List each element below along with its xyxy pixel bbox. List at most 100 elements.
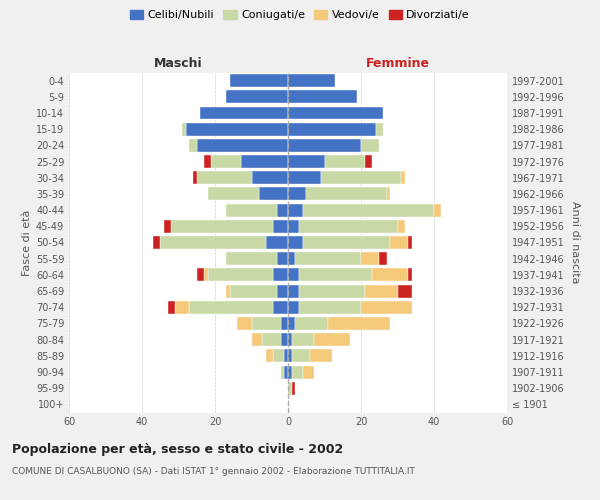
Bar [302, 366, 314, 378]
Bar [226, 284, 230, 298]
Bar [325, 155, 365, 168]
Bar [281, 333, 288, 346]
Bar [288, 350, 292, 362]
Bar [409, 268, 412, 281]
Bar [251, 333, 262, 346]
Bar [295, 317, 328, 330]
Bar [401, 172, 405, 184]
Bar [197, 172, 251, 184]
Text: COMUNE DI CASALBUONO (SA) - Dati ISTAT 1° gennaio 2002 - Elaborazione TUTTITALIA: COMUNE DI CASALBUONO (SA) - Dati ISTAT 1… [12, 468, 415, 476]
Bar [266, 350, 274, 362]
Bar [197, 268, 204, 281]
Bar [310, 350, 332, 362]
Bar [288, 301, 299, 314]
Bar [390, 236, 409, 249]
Bar [284, 350, 288, 362]
Bar [226, 204, 277, 216]
Bar [281, 366, 284, 378]
Bar [197, 139, 288, 152]
Bar [292, 382, 295, 394]
Bar [288, 155, 325, 168]
Bar [160, 236, 266, 249]
Bar [372, 268, 409, 281]
Bar [204, 268, 208, 281]
Bar [361, 301, 412, 314]
Bar [288, 139, 361, 152]
Bar [299, 301, 361, 314]
Bar [409, 236, 412, 249]
Bar [274, 350, 284, 362]
Bar [288, 188, 306, 200]
Bar [182, 122, 186, 136]
Bar [295, 252, 361, 265]
Legend: Celibi/Nubili, Coniugati/e, Vedovi/e, Divorziati/e: Celibi/Nubili, Coniugati/e, Vedovi/e, Di… [125, 6, 475, 25]
Bar [288, 366, 292, 378]
Bar [230, 74, 288, 87]
Bar [211, 155, 241, 168]
Bar [251, 317, 281, 330]
Bar [386, 188, 390, 200]
Text: Femmine: Femmine [365, 57, 430, 70]
Bar [361, 252, 379, 265]
Bar [190, 139, 197, 152]
Bar [292, 333, 314, 346]
Bar [288, 90, 358, 104]
Bar [292, 366, 302, 378]
Bar [288, 122, 376, 136]
Bar [321, 172, 401, 184]
Text: Popolazione per età, sesso e stato civile - 2002: Popolazione per età, sesso e stato civil… [12, 442, 343, 456]
Bar [288, 204, 302, 216]
Bar [171, 220, 274, 233]
Bar [288, 382, 292, 394]
Y-axis label: Anni di nascita: Anni di nascita [570, 201, 580, 283]
Bar [274, 220, 288, 233]
Bar [398, 220, 405, 233]
Bar [251, 172, 288, 184]
Bar [274, 301, 288, 314]
Bar [288, 268, 299, 281]
Bar [175, 301, 190, 314]
Bar [365, 284, 398, 298]
Bar [208, 188, 259, 200]
Bar [277, 284, 288, 298]
Bar [208, 268, 274, 281]
Bar [266, 236, 288, 249]
Bar [204, 155, 211, 168]
Bar [277, 252, 288, 265]
Bar [186, 122, 288, 136]
Bar [288, 333, 292, 346]
Bar [288, 252, 295, 265]
Bar [314, 333, 350, 346]
Bar [274, 268, 288, 281]
Bar [200, 106, 288, 120]
Bar [277, 204, 288, 216]
Bar [281, 317, 288, 330]
Bar [288, 236, 302, 249]
Bar [376, 122, 383, 136]
Bar [361, 139, 379, 152]
Bar [164, 220, 171, 233]
Bar [292, 350, 310, 362]
Text: Maschi: Maschi [154, 57, 203, 70]
Bar [230, 284, 277, 298]
Bar [379, 252, 386, 265]
Bar [153, 236, 160, 249]
Bar [193, 172, 197, 184]
Bar [288, 106, 383, 120]
Bar [302, 236, 390, 249]
Bar [226, 252, 277, 265]
Bar [299, 284, 365, 298]
Bar [288, 317, 295, 330]
Bar [288, 172, 321, 184]
Bar [328, 317, 390, 330]
Bar [302, 204, 434, 216]
Bar [237, 317, 251, 330]
Bar [241, 155, 288, 168]
Bar [262, 333, 281, 346]
Bar [365, 155, 372, 168]
Bar [288, 284, 299, 298]
Bar [299, 220, 398, 233]
Bar [288, 74, 335, 87]
Y-axis label: Fasce di età: Fasce di età [22, 210, 32, 276]
Bar [284, 366, 288, 378]
